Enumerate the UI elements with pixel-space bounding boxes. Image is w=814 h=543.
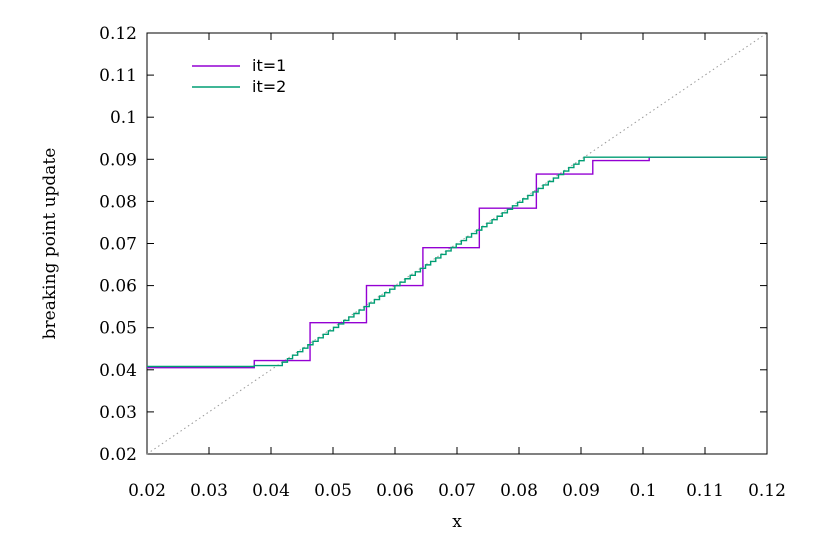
y-tick-label: 0.09 xyxy=(99,150,137,170)
y-axis-label: breaking point update xyxy=(40,148,60,340)
x-axis-label: x xyxy=(452,512,462,532)
y-tick-label: 0.03 xyxy=(99,403,137,423)
y-tick-label: 0.08 xyxy=(99,192,137,212)
y-tick-label: 0.1 xyxy=(110,108,137,128)
plot-area: 0.02 0.03 0.04 0.05 0.06 0.07 0.08 0.09 0.1 0.11 0… xyxy=(99,24,786,501)
x-tick-label: 0.02 xyxy=(128,481,166,501)
y-tick-label: 0.07 xyxy=(99,235,137,255)
x-tick-label: 0.07 xyxy=(438,481,476,501)
legend-label: it=2 xyxy=(252,77,286,96)
x-tick-label: 0.05 xyxy=(314,481,352,501)
y-tick-label: 0.06 xyxy=(99,277,137,297)
x-tick-label: 0.12 xyxy=(748,481,786,501)
x-tick-label: 0.09 xyxy=(562,481,600,501)
y-tick-label: 0.11 xyxy=(99,66,137,86)
x-tick-label: 0.1 xyxy=(629,481,656,501)
y-tick-label: 0.04 xyxy=(99,361,137,381)
x-tick-label: 0.04 xyxy=(252,481,290,501)
legend: it=1 it=2 xyxy=(192,56,286,96)
series-line-it-2 xyxy=(147,156,767,368)
series-line-it-1 xyxy=(147,156,767,369)
x-tick-label: 0.11 xyxy=(686,481,724,501)
y-tick-label: 0.05 xyxy=(99,319,137,339)
x-tick-label: 0.08 xyxy=(500,481,538,501)
y-tick-label: 0.02 xyxy=(99,445,137,465)
y-tick-label: 0.12 xyxy=(99,24,137,44)
x-tick-label: 0.06 xyxy=(376,481,414,501)
legend-label: it=1 xyxy=(252,56,286,75)
x-tick-label: 0.03 xyxy=(190,481,228,501)
